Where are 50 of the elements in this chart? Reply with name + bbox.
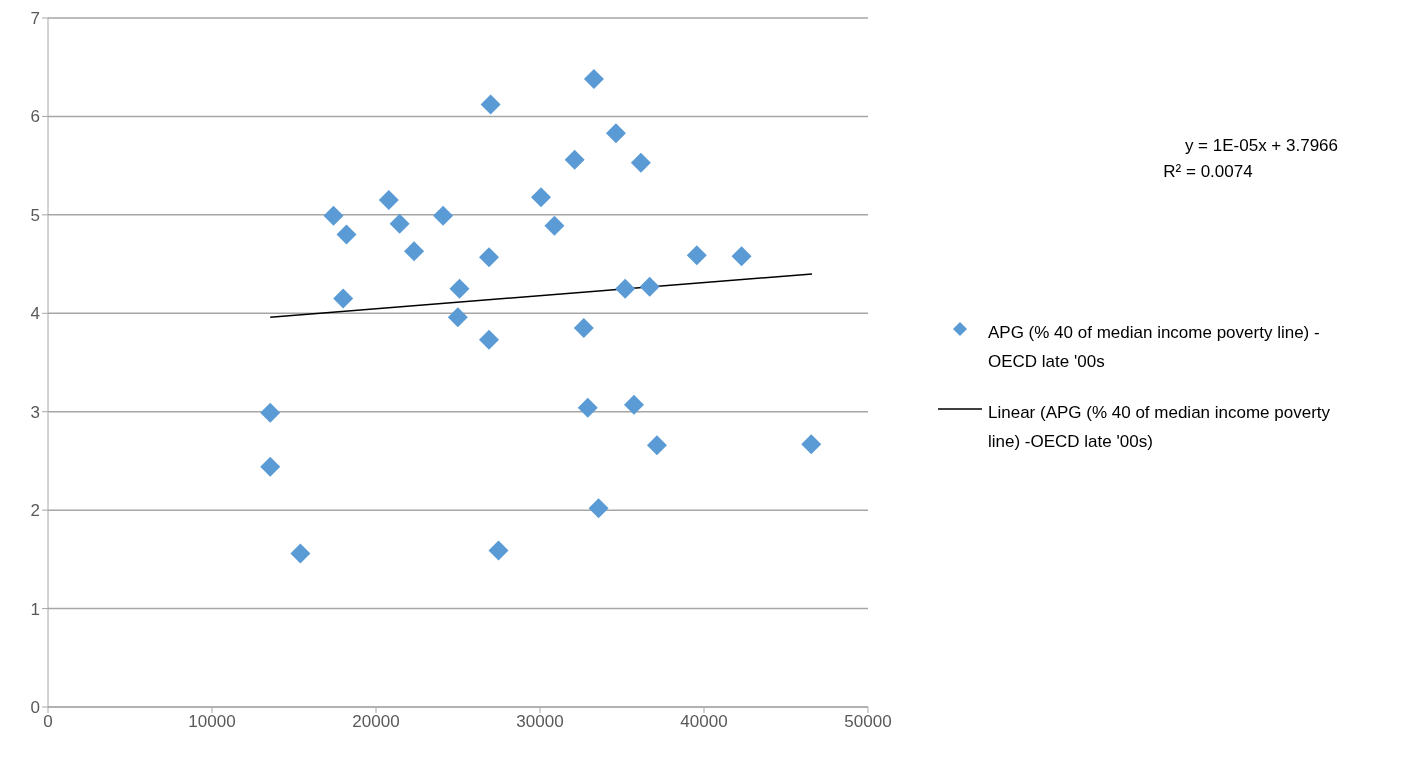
point [433,205,454,226]
point [449,278,470,299]
legend-label: APG (% 40 of median income poverty line) -OECD late '00s [988,322,1321,373]
y-tick-label: 0 [30,698,40,718]
point [260,456,281,477]
point [646,435,667,456]
point [639,276,660,297]
y-tick-label: 7 [30,9,40,29]
point [605,123,626,144]
point [323,205,344,226]
point [588,498,609,519]
x-tick-label: 10000 [188,712,236,732]
point [480,94,501,115]
x-tick-label: 40000 [680,712,728,732]
x-tick-label: 30000 [516,712,564,732]
x-tick-label: 50000 [844,712,892,732]
point [479,247,499,268]
point [731,246,752,267]
point [389,213,410,234]
point [615,278,636,299]
point [260,402,281,423]
point [577,397,598,418]
y-tick-label: 4 [30,304,40,324]
point [623,394,644,415]
point [686,245,707,266]
point [333,288,354,309]
y-tick-label: 5 [30,205,40,225]
point [630,152,651,173]
point [479,329,499,350]
y-tick-label: 3 [30,402,40,422]
y-tick-label: 1 [30,599,40,619]
point [573,318,594,339]
point [488,540,509,561]
point [564,149,585,170]
legend-label: Linear (APG (% 40 of median income poverty line) -OECD late '00s) [988,402,1332,453]
point [404,241,425,262]
point [336,224,357,245]
x-tick-label: 20000 [352,712,400,732]
x-tick-label: 0 [43,712,53,732]
point [447,307,468,328]
point [801,434,822,455]
text: R² = 0.0074 [1162,161,1254,183]
point [583,69,604,90]
point [544,215,565,236]
point [290,543,311,564]
point [378,190,399,211]
text: y = 1E-05x + 3.7966 [1183,135,1338,157]
y-tick-label: 2 [30,501,40,521]
y-tick-label: 6 [30,107,40,127]
point [530,187,551,208]
